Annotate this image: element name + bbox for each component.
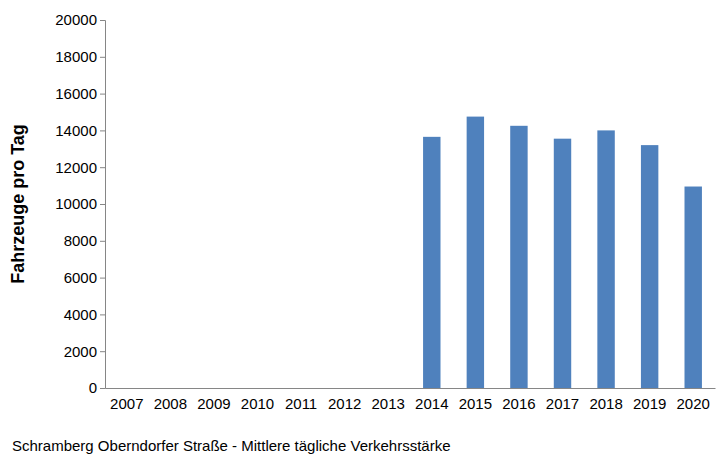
y-tick: 0 — [89, 379, 105, 396]
x-tick: 2013 — [372, 388, 405, 412]
y-tick-label: 8000 — [64, 232, 97, 249]
y-tick-mark — [100, 314, 105, 315]
y-tick-mark — [100, 241, 105, 242]
y-tick-label: 18000 — [55, 48, 97, 65]
y-tick-label: 6000 — [64, 269, 97, 286]
x-tick: 2008 — [154, 388, 187, 412]
y-tick-mark — [100, 278, 105, 279]
x-tick-label: 2011 — [285, 395, 317, 412]
y-tick-mark — [100, 94, 105, 95]
x-tick: 2015 — [459, 388, 492, 412]
y-tick-mark — [100, 167, 105, 168]
x-tick: 2017 — [546, 388, 579, 412]
x-tick-label: 2018 — [589, 395, 622, 412]
y-tick-mark — [100, 130, 105, 131]
bar — [510, 126, 527, 388]
title: Schramberg Oberndorfer Straße - Mittlere… — [12, 437, 451, 454]
y-tick: 2000 — [64, 343, 105, 360]
y-axis-title: Fahrzeuge pro Tag — [8, 124, 28, 284]
y-tick-mark — [100, 204, 105, 205]
bar — [641, 145, 658, 388]
y-tick-mark — [100, 351, 105, 352]
x-tick-label: 2008 — [154, 395, 187, 412]
x-axis-line — [106, 388, 716, 389]
x-tick-label: 2014 — [415, 395, 448, 412]
y-tick: 18000 — [55, 48, 105, 65]
y-tick: 12000 — [55, 159, 105, 176]
bars — [423, 117, 702, 388]
x-tick: 2019 — [633, 388, 666, 412]
y-tick: 8000 — [64, 232, 105, 249]
bar — [554, 139, 571, 388]
x-tick: 2014 — [415, 388, 448, 412]
y-axis: 0 2000 4000 6000 8000 10000 12000 14000 16000 180… — [55, 11, 105, 396]
chart: 0 2000 4000 6000 8000 10000 12000 14000 16000 180… — [0, 0, 723, 467]
y-tick: 4000 — [64, 306, 105, 323]
y-tick-label: 16000 — [55, 85, 97, 102]
y-axis-line — [100, 21, 106, 389]
y-tick-label: 10000 — [55, 195, 97, 212]
y-tick-label: 20000 — [55, 11, 97, 28]
y-tick: 10000 — [55, 195, 105, 212]
x-tick-label: 2016 — [502, 395, 535, 412]
x-tick: 2018 — [589, 388, 622, 412]
y-tick: 14000 — [55, 122, 105, 139]
x-tick-label: 2012 — [328, 395, 361, 412]
y-tick-mark — [100, 20, 105, 21]
x-tick-label: 2020 — [677, 395, 710, 412]
x-tick-label: 2009 — [197, 395, 230, 412]
y-tick-label: 2000 — [64, 343, 97, 360]
x-tick-label: 2015 — [459, 395, 492, 412]
bar — [467, 117, 484, 388]
x-tick-label: 2017 — [546, 395, 579, 412]
y-tick-mark — [100, 57, 105, 58]
y-tick-label: 12000 — [55, 159, 97, 176]
x-axis: 2007 2008 2009 2010 2011 2012 2013 2014 2015 2016… — [106, 388, 716, 412]
y-tick: 16000 — [55, 85, 105, 102]
y-tick-label: 4000 — [64, 306, 97, 323]
bar — [423, 137, 440, 388]
y-tick: 6000 — [64, 269, 105, 286]
x-tick: 2010 — [241, 388, 274, 412]
x-tick: 2011 — [285, 388, 317, 412]
y-tick-label: 14000 — [55, 122, 97, 139]
x-tick-label: 2010 — [241, 395, 274, 412]
x-tick-label: 2013 — [372, 395, 405, 412]
x-tick: 2020 — [677, 388, 710, 412]
plot: 0 2000 4000 6000 8000 10000 12000 14000 16000 180… — [55, 11, 715, 411]
bar — [685, 187, 702, 388]
x-tick: 2007 — [110, 388, 143, 412]
y-tick-label: 0 — [89, 379, 97, 396]
bar — [597, 130, 614, 388]
x-tick: 2012 — [328, 388, 361, 412]
x-tick: 2016 — [502, 388, 535, 412]
x-tick-label: 2019 — [633, 395, 666, 412]
y-tick-mark — [100, 388, 105, 389]
x-tick-label: 2007 — [110, 395, 143, 412]
y-tick: 20000 — [55, 11, 105, 28]
x-tick: 2009 — [197, 388, 230, 412]
